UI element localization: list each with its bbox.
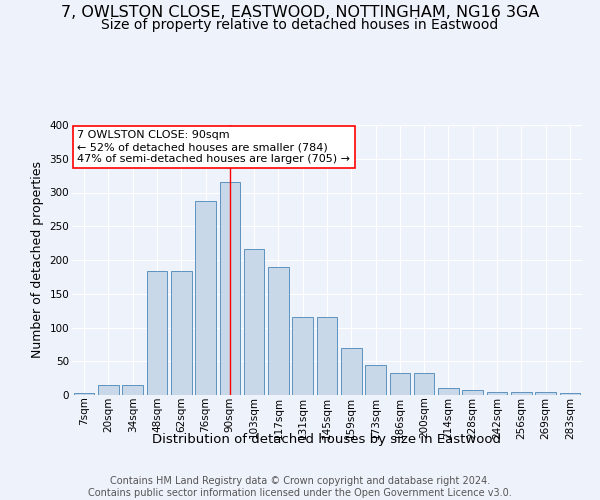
Bar [244,248,265,395]
Text: Distribution of detached houses by size in Eastwood: Distribution of detached houses by size … [152,432,502,446]
Bar [365,364,386,395]
Bar [389,374,410,395]
Bar [414,374,434,395]
Text: Size of property relative to detached houses in Eastwood: Size of property relative to detached ho… [101,18,499,32]
Bar [560,393,580,395]
Text: 7 OWLSTON CLOSE: 90sqm
← 52% of detached houses are smaller (784)
47% of semi-de: 7 OWLSTON CLOSE: 90sqm ← 52% of detached… [77,130,350,164]
Bar [195,200,216,395]
Bar [438,388,459,395]
Text: Contains HM Land Registry data © Crown copyright and database right 2024.
Contai: Contains HM Land Registry data © Crown c… [88,476,512,498]
Bar [268,267,289,395]
Text: 7, OWLSTON CLOSE, EASTWOOD, NOTTINGHAM, NG16 3GA: 7, OWLSTON CLOSE, EASTWOOD, NOTTINGHAM, … [61,5,539,20]
Bar [535,392,556,395]
Bar [220,182,240,395]
Bar [74,393,94,395]
Bar [171,272,191,395]
Bar [341,348,362,395]
Bar [463,390,483,395]
Bar [122,385,143,395]
Bar [146,272,167,395]
Y-axis label: Number of detached properties: Number of detached properties [31,162,44,358]
Bar [292,318,313,395]
Bar [487,392,508,395]
Bar [511,392,532,395]
Bar [98,385,119,395]
Bar [317,318,337,395]
